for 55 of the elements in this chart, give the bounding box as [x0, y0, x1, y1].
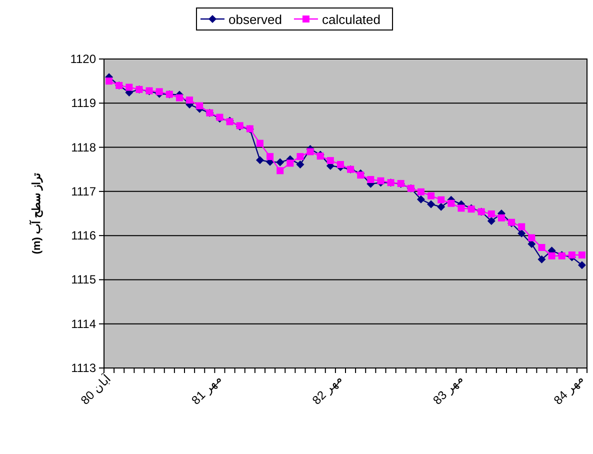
point — [286, 160, 294, 167]
x-tick-label: مهر 81 — [188, 372, 224, 408]
point — [326, 157, 334, 164]
point — [518, 223, 526, 230]
point — [186, 96, 194, 104]
point — [357, 172, 364, 179]
point — [266, 153, 274, 160]
point — [106, 78, 113, 85]
point — [377, 177, 384, 184]
point — [518, 229, 526, 238]
point — [276, 158, 284, 166]
point — [276, 167, 284, 174]
point — [196, 102, 204, 110]
point — [336, 161, 344, 168]
y-tick-label: 1116 — [71, 228, 96, 243]
y-tick-label: 1119 — [71, 96, 96, 110]
point — [498, 214, 505, 222]
y-tick-label: 1118 — [71, 140, 96, 154]
y-tick-label: 1115 — [71, 272, 96, 287]
x-tick-label: مهر 82 — [309, 372, 345, 408]
point — [578, 261, 586, 270]
point — [548, 252, 556, 260]
point — [538, 244, 546, 251]
point — [367, 176, 374, 184]
point — [427, 200, 436, 208]
point — [528, 234, 536, 242]
point — [296, 153, 304, 160]
point — [126, 84, 133, 91]
y-tick-label: 1113 — [71, 361, 96, 375]
x-tick-label: مهر 84 — [550, 372, 586, 408]
point — [428, 192, 435, 200]
x-tick-label: مهر 83 — [430, 372, 466, 408]
y-tick-label: 1114 — [71, 316, 96, 331]
y-tick-label: 1120 — [70, 52, 96, 66]
point — [437, 202, 446, 211]
point — [417, 188, 424, 196]
point — [256, 140, 264, 147]
point — [296, 160, 304, 168]
point — [578, 251, 586, 258]
point — [156, 88, 163, 96]
point — [448, 200, 455, 207]
point — [488, 210, 495, 218]
point — [487, 217, 496, 226]
point — [256, 156, 264, 164]
point — [306, 148, 314, 156]
y-axis-title: تراز سطح آب (m) — [29, 172, 43, 254]
point — [458, 204, 465, 212]
point — [176, 94, 183, 102]
legend-label: calculated — [322, 12, 381, 27]
legend-label: observed — [228, 12, 282, 27]
point — [568, 251, 576, 258]
y-tick-label: 1117 — [71, 184, 96, 198]
point — [438, 196, 445, 204]
point — [538, 255, 546, 264]
point — [416, 195, 425, 204]
